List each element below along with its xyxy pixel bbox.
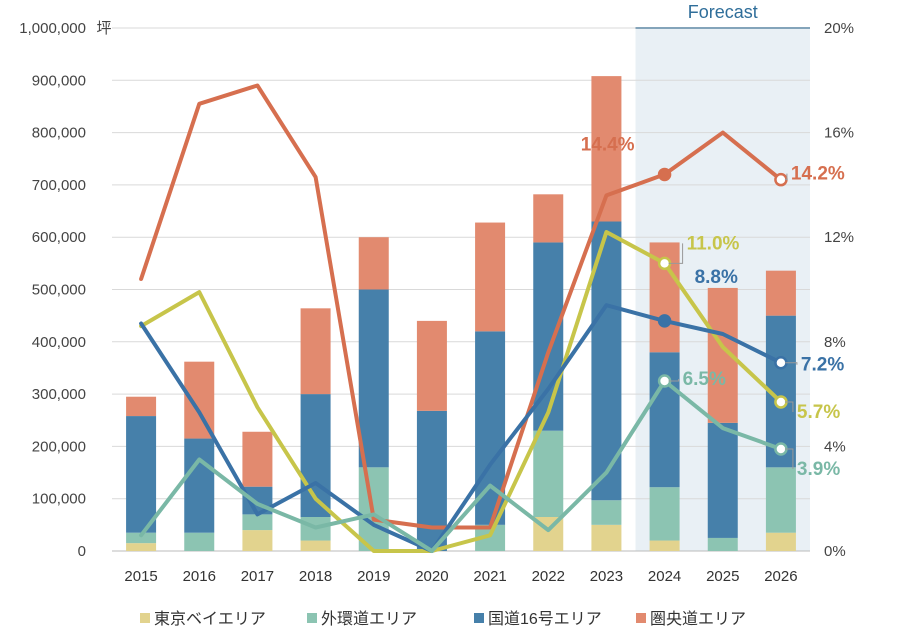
data-label: 14.4% [581,134,635,155]
bar-segment [591,524,622,551]
bar-segment [765,467,796,533]
x-tick-label: 2015 [124,568,157,585]
bar-segment [300,308,331,395]
y-tick-label: 500,000 [32,282,86,299]
y-tick-label: 800,000 [32,125,86,142]
label-leader [668,243,684,264]
x-tick-label: 2022 [532,568,565,585]
y-tick-label: 0 [78,543,86,560]
legend-swatch [140,613,150,623]
y2-tick-label: 0% [824,543,846,560]
bar-segment [416,410,447,551]
x-tick-label: 2023 [590,568,623,585]
y2-tick-label: 4% [824,438,846,455]
x-tick-label: 2018 [299,568,332,585]
bar-segment [649,352,680,488]
data-marker [774,355,788,370]
bar-segment [765,532,796,551]
data-label: 7.2% [801,355,844,376]
data-marker [774,395,788,409]
label-leader [784,448,794,470]
series-line [139,83,783,530]
axes: 1,000,000 900,000 800,000 700,000 600,000 500… [19,20,854,585]
x-tick-label: 2021 [473,568,506,585]
y2-tick-label: 20% [824,20,854,37]
y-tick-label: 100,000 [32,491,86,508]
bar-segment [126,396,157,417]
data-marker [657,314,672,328]
bar-segment [242,431,273,487]
bar-segment [184,532,215,551]
legend-label: 国道16号エリア [488,610,602,628]
y-axis-unit: 坪 [96,20,111,37]
data-label: 14.2% [791,164,845,185]
x-tick-label: 2020 [415,568,448,585]
bar-segment [765,270,796,316]
y2-tick-label: 16% [824,125,854,142]
legend-label: 圏央道エリア [650,610,746,628]
grid [112,27,810,552]
bar-segment [242,530,273,551]
bar-segment [242,514,273,531]
data-label: 5.7% [797,402,840,423]
x-tick-label: 2025 [706,568,739,585]
data-labels: 14.4% 14.2% 11.0% 5.7% 8.8% 7.2% 6.5% 3.9% [581,134,845,480]
bar-segment [126,416,157,533]
bar-segment [358,237,389,290]
legend-label: 東京ベイエリア [154,610,266,628]
legend-label: 外環道エリア [321,610,417,628]
label-leader [784,362,798,365]
data-marker [657,256,672,271]
y2-tick-label: 12% [824,229,854,246]
bar-segment [300,540,331,551]
y-tick-label: 300,000 [32,386,86,403]
data-marker [774,172,788,187]
legend-swatch [307,613,317,623]
y-tick-label: 700,000 [32,177,86,194]
data-marker [657,374,672,388]
bars [126,76,796,551]
series-line [139,379,783,553]
bar-segment [707,422,738,538]
y-tick-label: 1,000,000 [19,20,86,37]
bar-segment [649,487,680,541]
data-label: 8.8% [695,267,738,288]
x-tick-label: 2017 [241,568,274,585]
bar-segment [707,537,738,551]
bar-segment [591,500,622,525]
bar-segment [126,543,157,551]
bar-segment [533,194,564,243]
bar-segment [126,532,157,544]
bar-segment [416,320,447,411]
bar-segment [358,289,389,468]
legend-swatch [636,613,646,623]
data-marker [657,167,672,182]
series-line [139,230,783,553]
bar-segment [533,430,564,518]
data-label: 3.9% [797,459,840,480]
data-label: 11.0% [687,233,740,254]
data-marker [774,442,788,456]
y2-tick-label: 8% [824,334,846,351]
bar-segment [649,540,680,551]
y-tick-label: 900,000 [32,72,86,89]
x-tick-label: 2016 [183,568,216,585]
bar-segment [184,438,215,533]
data-label: 6.5% [683,369,726,390]
legend: 東京ベイエリア 外環道エリア 国道16号エリア 圏央道エリア [140,610,746,628]
y-tick-label: 200,000 [32,438,86,455]
legend-swatch [474,613,484,623]
label-leader [668,379,680,382]
y-tick-label: 600,000 [32,229,86,246]
x-tick-label: 2024 [648,568,681,585]
label-leader [784,173,788,181]
x-tick-label: 2019 [357,568,390,585]
bar-segment [475,222,506,332]
forecast-label: Forecast [688,2,758,22]
label-leader [784,401,794,412]
y-tick-label: 400,000 [32,334,86,351]
x-tick-label: 2026 [764,568,797,585]
lines [139,83,783,553]
